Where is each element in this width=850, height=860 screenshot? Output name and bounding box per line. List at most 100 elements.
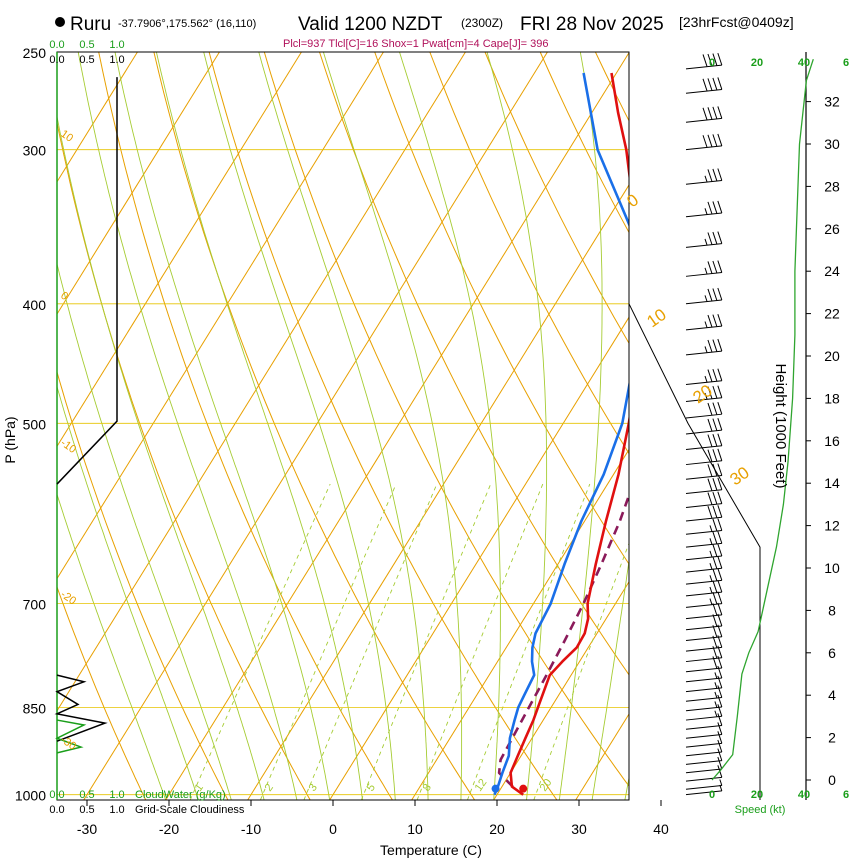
mixing-ratio-line <box>533 542 629 800</box>
dry-adiabat-line <box>98 52 393 800</box>
cloudwater-tick-bottom: 1.0 <box>109 789 124 801</box>
dry-adiabat-line <box>484 52 629 345</box>
temperature-tick-label: 10 <box>407 821 423 837</box>
wind-barb <box>685 106 723 123</box>
station-name: Ruru <box>70 14 111 35</box>
grid-layer <box>57 52 850 800</box>
wind-barb <box>685 556 723 573</box>
wind-barb <box>685 722 723 739</box>
height-tick-label: 30 <box>824 136 840 152</box>
mixing-ratio-label: 5 <box>365 782 378 794</box>
cloudwater-tick-top: 0.0 <box>49 39 64 51</box>
frame-layer <box>56 51 811 806</box>
pressure-tick-label: 850 <box>23 701 47 717</box>
valid-utc: (2300Z) <box>461 16 503 30</box>
isotherm-line <box>658 52 850 800</box>
wind-barb <box>685 694 723 712</box>
isotherm-line <box>57 52 220 315</box>
wind-barb <box>685 543 723 561</box>
moist-adiabat-line <box>486 52 548 800</box>
speed-axis-title: Speed (kt) <box>735 804 786 816</box>
speed-panel <box>711 58 814 781</box>
x-axis-title: Temperature (C) <box>380 842 482 858</box>
wind-barb <box>685 385 723 402</box>
cloudiness-tick-top: 0.0 <box>49 54 64 66</box>
pressure-tick-label: 500 <box>23 416 47 432</box>
wind-barb <box>685 52 723 70</box>
height-tick-label: 26 <box>824 221 840 237</box>
moist-adiabat-line <box>558 52 603 800</box>
speed-tick-bottom: 20 <box>751 789 763 801</box>
wind-barb <box>685 704 723 721</box>
moist-adiabat-line <box>57 492 167 800</box>
isotherm-line <box>165 52 629 800</box>
speed-tick-bottom: 40 <box>798 789 810 801</box>
mixing-ratio-line <box>416 483 544 800</box>
pressure-tick-label: 400 <box>23 297 47 313</box>
cloudwater-tick-top: 0.5 <box>79 39 94 51</box>
wind-barb <box>685 531 723 548</box>
temperature-tick-label: 20 <box>489 821 505 837</box>
moist-adiabat-line <box>203 52 396 800</box>
isotherm-line <box>493 580 629 800</box>
wind-barb <box>685 739 723 757</box>
wind-barb <box>685 231 723 248</box>
wind-barb <box>685 748 723 765</box>
dry-adiabat-line <box>539 52 629 234</box>
height-tick-label: 20 <box>824 348 840 364</box>
wind-barb <box>685 477 723 495</box>
isotherm-line <box>411 448 629 800</box>
wind-barb <box>685 591 723 608</box>
moist-adiabat-line <box>77 52 298 800</box>
height-tick-label: 28 <box>824 178 840 194</box>
height-tick-label: 12 <box>824 518 840 534</box>
cloudiness-tick-bottom: 0.5 <box>79 804 94 816</box>
cloudiness-label: Grid-Scale Cloudiness <box>135 804 245 816</box>
moist-adiabat-line <box>57 384 199 800</box>
height-tick-label: 6 <box>828 645 836 661</box>
cloudiness-trace-lower <box>54 674 108 742</box>
isotherm-line <box>247 184 629 800</box>
wind-barb <box>685 77 723 94</box>
wind-barbs-panel <box>685 52 723 796</box>
dry-adiabat-line <box>374 52 629 565</box>
dry-adiabat-line <box>263 52 629 788</box>
wind-barb <box>685 448 723 466</box>
dry-adiabat-line <box>57 120 311 800</box>
isotherm-line <box>329 316 629 800</box>
wind-barb <box>685 756 723 774</box>
mixing-ratio-label: 3 <box>307 782 320 794</box>
isotherm-label: -20 <box>58 589 78 608</box>
cloudiness-tick-bottom: 1.0 <box>109 804 124 816</box>
cloudiness-trace-upper <box>56 77 118 485</box>
wind-barb <box>685 613 723 631</box>
moist-adiabat-line <box>57 262 232 800</box>
wind-barb <box>685 260 723 277</box>
wind-barb <box>685 338 723 356</box>
isotherm-line <box>57 52 384 580</box>
speed-tick-top: 6 <box>843 57 849 69</box>
cloudiness-tick-top: 0.5 <box>79 54 94 66</box>
dry-adiabat-line <box>651 52 850 800</box>
isotherm-label: 10 <box>58 128 75 145</box>
mixing-ratio-line <box>303 483 438 800</box>
temperature-tick-label: -10 <box>241 821 261 837</box>
height-tick-label: 8 <box>828 602 836 618</box>
temperature-line <box>509 72 629 796</box>
moist-adiabat-line <box>114 52 331 800</box>
barb-panel-edge <box>628 303 761 800</box>
pressure-tick-label: 1000 <box>15 788 46 804</box>
pressure-tick-label: 300 <box>23 143 47 159</box>
mixing-ratio-label: 8 <box>421 782 434 794</box>
moist-adiabat-line <box>624 775 629 800</box>
moist-adiabat-line <box>322 52 463 800</box>
wind-barb <box>685 491 723 508</box>
isotherm-line <box>83 52 548 800</box>
wind-barb <box>685 518 723 535</box>
moist-adiabat-line <box>258 52 429 800</box>
wind-barb <box>685 579 723 597</box>
wind-barb <box>685 368 723 385</box>
wind-barb <box>685 463 723 480</box>
